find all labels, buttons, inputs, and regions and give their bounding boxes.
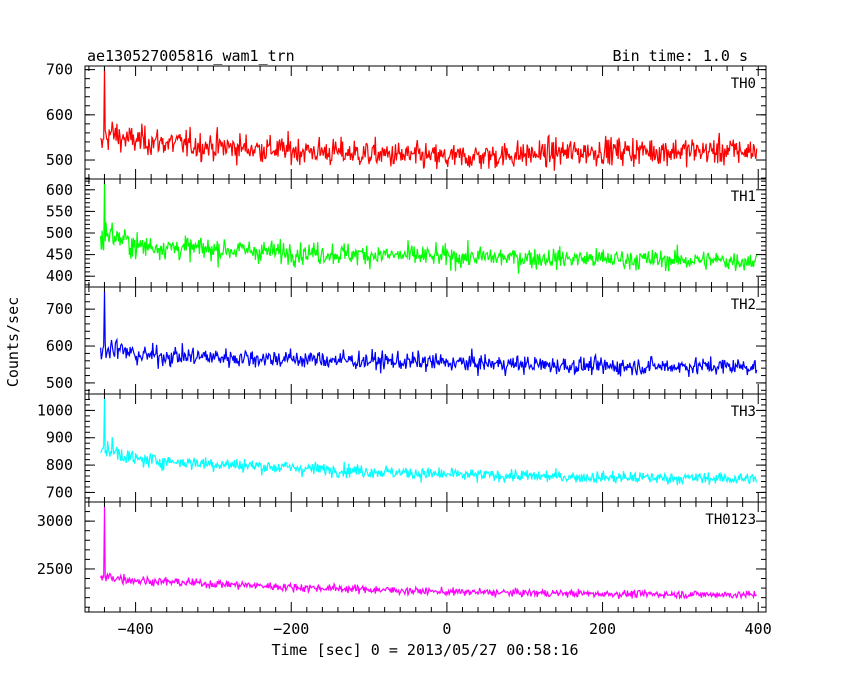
panel-th2: 500 600 700 TH2 [46, 286, 767, 395]
chart-title: ae130527005816_wam1_trn [87, 47, 295, 65]
y-tick-label: 900 [46, 429, 73, 447]
panel-frame [84, 501, 767, 613]
y-tick-label: 400 [46, 267, 73, 285]
x-tick-label: 0 [442, 620, 451, 638]
x-tick-label: 200 [589, 620, 616, 638]
y-tick-label: 600 [46, 181, 73, 199]
y-tick-label: 1000 [37, 401, 73, 419]
panel-label-th0123: TH0123 [705, 512, 756, 528]
y-tick-label: 2500 [37, 560, 73, 578]
y-tick-label: 600 [46, 106, 73, 124]
panel-th0: 500 600 700 TH0 [46, 61, 767, 180]
series-line-th0123 [100, 506, 757, 601]
series-line-th0 [100, 67, 758, 171]
panel-th1: 400 450 500 550 600 TH1 [46, 178, 767, 288]
panel-label-th3: TH3 [731, 404, 756, 420]
series-line-th2 [100, 290, 758, 377]
panel-th0123: 2500 3000 TH0123 −400 −200 0 200 400 [37, 501, 772, 638]
y-axis-label: Counts/sec [4, 297, 22, 387]
y-tick-label: 3000 [37, 512, 73, 530]
x-tick-label: 400 [745, 620, 772, 638]
x-tick-label: −400 [118, 620, 154, 638]
series-line-th1 [100, 181, 758, 274]
x-axis-label: Time [sec] 0 = 2013/05/27 00:58:16 [271, 641, 578, 659]
panels-group: 500 600 700 TH0 400 450 500 550 600 TH1 500 600 700 T… [37, 61, 772, 638]
y-tick-label: 700 [46, 483, 73, 501]
panel-label-th2: TH2 [731, 297, 756, 313]
y-tick-label: 500 [46, 224, 73, 242]
y-tick-label: 700 [46, 61, 73, 79]
panel-frame [84, 65, 767, 180]
chart-subtitle: Bin time: 1.0 s [613, 47, 748, 65]
y-tick-label: 700 [46, 300, 73, 318]
y-tick-label: 550 [46, 202, 73, 220]
y-tick-label: 500 [46, 374, 73, 392]
series-line-th3 [100, 396, 758, 486]
panel-frame [84, 178, 767, 288]
y-tick-label: 800 [46, 456, 73, 474]
panel-frame [84, 393, 767, 503]
x-tick-label: −200 [273, 620, 309, 638]
panel-frame [84, 286, 767, 395]
panel-label-th1: TH1 [731, 189, 756, 205]
y-tick-label: 500 [46, 151, 73, 169]
panel-label-th0: TH0 [731, 76, 756, 92]
y-tick-label: 450 [46, 246, 73, 264]
panel-th3: 700 800 900 1000 TH3 [37, 393, 767, 503]
y-tick-label: 600 [46, 337, 73, 355]
